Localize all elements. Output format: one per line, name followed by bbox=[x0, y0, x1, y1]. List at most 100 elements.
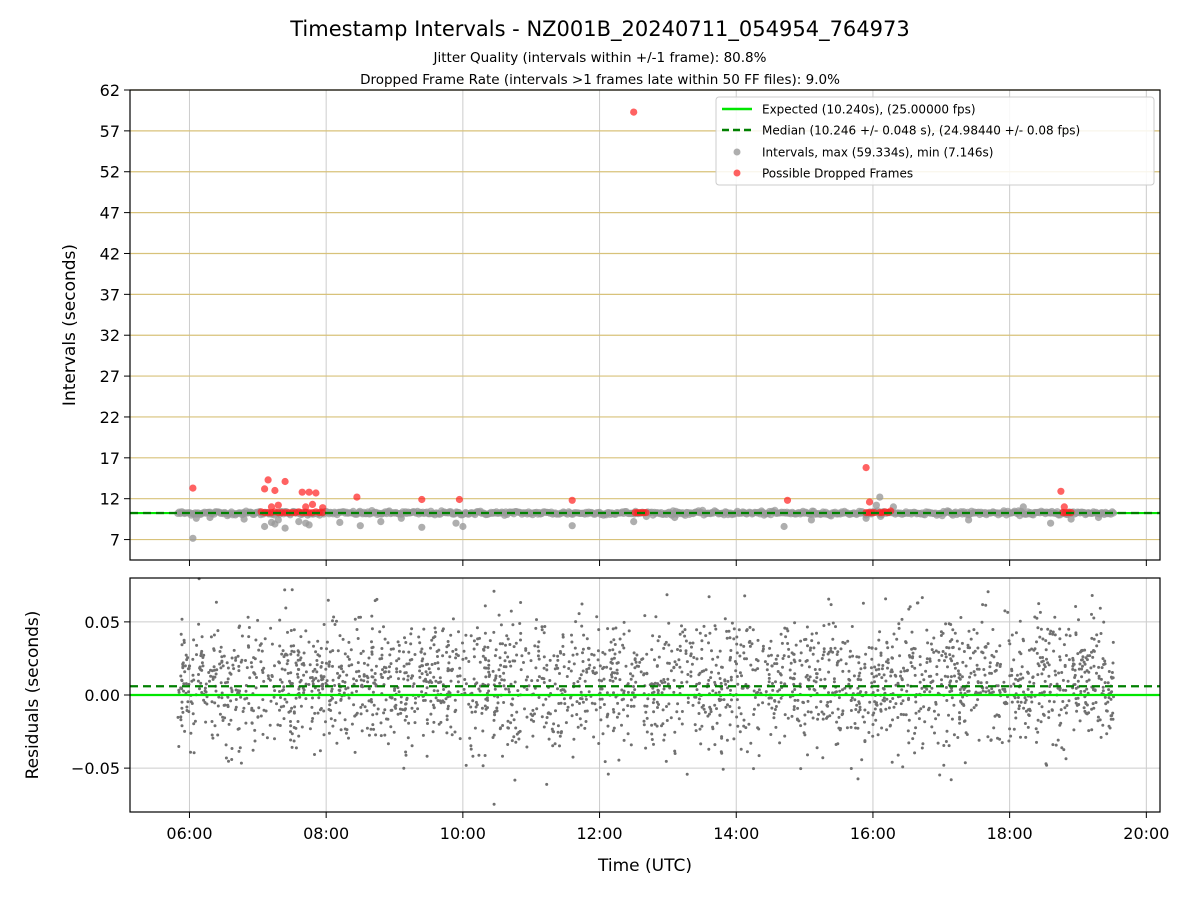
residual-point bbox=[1039, 720, 1043, 724]
residual-point bbox=[667, 621, 671, 625]
residual-point bbox=[914, 711, 918, 715]
residual-point bbox=[447, 661, 451, 665]
residual-point bbox=[482, 647, 485, 651]
residual-point bbox=[639, 670, 643, 674]
residual-point bbox=[493, 687, 497, 691]
residual-point bbox=[962, 704, 966, 707]
residual-point bbox=[280, 667, 284, 671]
interval-point bbox=[305, 521, 313, 529]
residual-point bbox=[381, 668, 384, 672]
residual-point bbox=[404, 702, 408, 706]
residual-point bbox=[402, 766, 406, 770]
residual-point bbox=[454, 652, 458, 656]
residual-point bbox=[907, 741, 911, 745]
residual-point bbox=[413, 653, 417, 656]
residual-point bbox=[556, 730, 560, 734]
residual-point bbox=[841, 688, 844, 692]
residual-point bbox=[361, 649, 365, 653]
residual-point bbox=[534, 626, 538, 630]
residual-point bbox=[200, 649, 204, 653]
residual-point bbox=[1059, 708, 1063, 712]
residual-point bbox=[612, 638, 616, 642]
residual-point bbox=[222, 703, 226, 707]
residual-point bbox=[492, 718, 496, 722]
residual-point bbox=[655, 724, 659, 728]
residual-point bbox=[461, 641, 464, 645]
residual-point bbox=[947, 622, 951, 626]
residual-point bbox=[975, 663, 979, 667]
residual-point bbox=[737, 706, 741, 710]
residual-point bbox=[806, 753, 809, 757]
residual-point bbox=[944, 652, 947, 656]
residual-point bbox=[446, 640, 450, 643]
residual-point bbox=[211, 677, 215, 681]
residual-point bbox=[388, 653, 392, 657]
residual-point bbox=[742, 644, 746, 648]
residual-point bbox=[449, 633, 453, 637]
residual-point bbox=[462, 687, 466, 691]
residual-point bbox=[253, 739, 257, 743]
residual-point bbox=[665, 719, 669, 722]
residual-point bbox=[1058, 658, 1062, 662]
residual-point bbox=[314, 650, 318, 654]
residual-point bbox=[310, 676, 314, 679]
residual-point bbox=[556, 687, 559, 691]
residual-point bbox=[451, 617, 455, 621]
residual-point bbox=[730, 621, 734, 625]
residual-point bbox=[426, 662, 430, 666]
residual-point bbox=[594, 708, 598, 712]
residual-point bbox=[981, 689, 985, 693]
residual-point bbox=[960, 675, 964, 679]
residual-point bbox=[793, 621, 797, 625]
residual-point bbox=[863, 708, 867, 712]
residual-point bbox=[677, 717, 681, 721]
residual-point bbox=[518, 622, 522, 625]
dropped-frame-point bbox=[308, 500, 317, 508]
residual-point bbox=[598, 664, 602, 668]
residual-point bbox=[1078, 662, 1082, 666]
residual-point bbox=[714, 663, 718, 667]
residual-point bbox=[1045, 763, 1049, 767]
residual-point bbox=[1019, 672, 1023, 676]
residual-point bbox=[337, 665, 341, 669]
residual-point bbox=[906, 683, 910, 687]
residual-point bbox=[561, 644, 565, 648]
residual-point bbox=[799, 767, 803, 771]
residual-point bbox=[447, 668, 451, 672]
residual-point bbox=[1098, 718, 1102, 722]
residual-point bbox=[809, 646, 813, 650]
residual-point bbox=[629, 677, 633, 681]
residual-point bbox=[638, 660, 642, 664]
interval-point bbox=[1094, 513, 1103, 522]
residual-point bbox=[606, 772, 610, 776]
residual-point bbox=[430, 663, 434, 666]
residual-point bbox=[715, 707, 718, 711]
residual-point bbox=[1103, 681, 1107, 685]
residual-point bbox=[804, 637, 808, 641]
residual-point bbox=[478, 689, 482, 693]
residual-point bbox=[1109, 714, 1113, 718]
residual-point bbox=[609, 640, 613, 644]
residual-point bbox=[716, 655, 720, 659]
residual-point bbox=[458, 674, 462, 678]
residual-point bbox=[1045, 657, 1048, 661]
residual-point bbox=[1048, 690, 1052, 694]
residual-point bbox=[747, 722, 751, 726]
residual-point bbox=[193, 719, 197, 723]
residual-point bbox=[913, 673, 917, 677]
residual-point bbox=[283, 697, 287, 701]
residual-point bbox=[653, 658, 656, 662]
residual-point bbox=[330, 689, 334, 693]
residual-point bbox=[945, 646, 949, 649]
residual-point bbox=[406, 678, 410, 682]
residual-point bbox=[266, 674, 270, 678]
residual-point bbox=[747, 640, 751, 644]
residual-point bbox=[537, 696, 541, 699]
residual-point bbox=[527, 651, 531, 655]
residual-point bbox=[257, 706, 261, 710]
residual-point bbox=[943, 674, 947, 678]
residual-point bbox=[359, 652, 363, 655]
residual-point bbox=[988, 665, 992, 669]
residual-point bbox=[786, 716, 790, 720]
residual-point bbox=[740, 674, 743, 678]
